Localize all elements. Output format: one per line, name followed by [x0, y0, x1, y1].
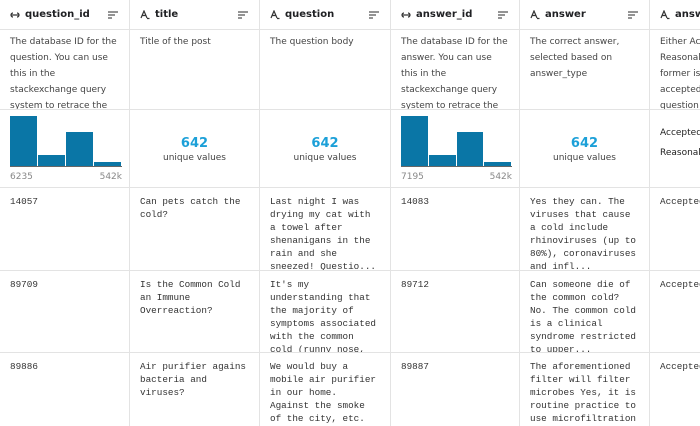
- unique-label: unique values: [163, 153, 226, 163]
- type-icon: [140, 9, 150, 19]
- table-cell: 89886: [0, 353, 129, 426]
- column: answer_ Either Acce Reasonable former is d a…: [650, 0, 700, 426]
- table-cell: 14083: [391, 188, 519, 271]
- sort-icon[interactable]: [627, 10, 639, 20]
- column-description: Title of the post: [130, 30, 259, 110]
- table-cell: Air purifier agains bacteria and viruses…: [130, 353, 259, 426]
- column-description: The database ID for the answer. You can …: [391, 30, 519, 110]
- value-item: Reasonable: [660, 148, 700, 158]
- column: answer_id The database ID for the answer.…: [391, 0, 520, 426]
- description-text: The question body: [270, 37, 354, 47]
- description-line: Reasonable: [660, 53, 700, 63]
- column-stats: 7195 542k: [391, 110, 519, 188]
- table-cell: 14057: [0, 188, 129, 271]
- histogram-bar: [10, 116, 37, 166]
- table-cell: It's my understanding that the majority …: [260, 271, 390, 353]
- description-line: Either Acce: [660, 37, 700, 47]
- table-cell: Can pets catch the cold?: [130, 188, 259, 271]
- column-stats: 642 unique values: [130, 110, 259, 188]
- type-icon: [530, 9, 540, 19]
- column: question The question body 642 unique value…: [260, 0, 391, 426]
- column-name: answer_id: [416, 9, 473, 20]
- column: title Title of the post 642 unique values Ca…: [130, 0, 260, 426]
- column-name: question_id: [25, 9, 90, 20]
- column: answer The correct answer, selected based…: [520, 0, 650, 426]
- description-text: Title of the post: [140, 37, 211, 47]
- table-cell: Accepted: [650, 271, 700, 353]
- histogram-bar: [428, 155, 456, 166]
- histogram-bar: [38, 155, 65, 166]
- histogram: [10, 116, 122, 167]
- column-header: answer_: [650, 0, 700, 30]
- column-header: question_id: [0, 0, 129, 30]
- column-description: The database ID for the question. You ca…: [0, 30, 129, 110]
- table-cell: We would buy a mobile air purifier in ou…: [260, 353, 390, 426]
- sort-icon[interactable]: [497, 10, 509, 20]
- sort-icon[interactable]: [368, 10, 380, 20]
- column-header: question: [260, 0, 390, 30]
- table-cell: Last night I was drying my cat with a to…: [260, 188, 390, 271]
- table-cell: The aforementioned filter will filter mi…: [520, 353, 649, 426]
- description-text: The database ID for the answer. You can …: [401, 37, 508, 110]
- range-max: 542k: [99, 172, 122, 182]
- type-icon: [270, 9, 280, 19]
- table-cell: 89709: [0, 271, 129, 353]
- description-line: question an: [660, 101, 700, 110]
- column-name: title: [155, 9, 179, 20]
- column-name: question: [285, 9, 335, 20]
- unique-label: unique values: [553, 153, 616, 163]
- unique-label: unique values: [293, 153, 357, 163]
- histogram: [401, 116, 512, 167]
- description-text: The database ID for the question. You ca…: [10, 37, 117, 110]
- value-item: Accepted: [660, 128, 700, 138]
- range-max: 542k: [489, 172, 512, 182]
- histogram-bar: [456, 132, 484, 166]
- column-header: title: [130, 0, 259, 30]
- unique-count: 642: [180, 136, 209, 151]
- description-line: accepted b: [660, 85, 700, 95]
- column-stats: Accepted Reasonable: [650, 110, 700, 188]
- histogram-range: 6235 542k: [10, 172, 122, 182]
- histogram-bar: [401, 116, 428, 166]
- sort-icon[interactable]: [237, 10, 249, 20]
- type-icon: [660, 9, 670, 19]
- type-icon: [10, 11, 20, 18]
- table-cell: 89712: [391, 271, 519, 353]
- column-description: The question body: [260, 30, 390, 110]
- range-min: 7195: [401, 172, 424, 182]
- column-header: answer_id: [391, 0, 519, 30]
- column: question_id The database ID for the quest…: [0, 0, 130, 426]
- column-name: answer: [545, 9, 586, 20]
- histogram-bar: [484, 162, 511, 166]
- table-cell: Can someone die of the common cold? No. …: [520, 271, 649, 353]
- range-min: 6235: [10, 172, 33, 182]
- table-cell: 89887: [391, 353, 519, 426]
- histogram-bar: [94, 162, 121, 166]
- unique-count: 642: [311, 136, 339, 151]
- sort-icon[interactable]: [107, 10, 119, 20]
- column-header: answer: [520, 0, 649, 30]
- description-text: The correct answer, selected based on an…: [530, 37, 620, 79]
- table-cell: Is the Common Cold an Immune Overreactio…: [130, 271, 259, 353]
- description-line: former is d: [660, 69, 700, 79]
- column-description: The correct answer, selected based on an…: [520, 30, 649, 110]
- column-description: Either Acce Reasonable former is d accepted…: [650, 30, 700, 110]
- histogram-bar: [66, 132, 93, 166]
- table-cell: Accepted: [650, 353, 700, 426]
- histogram-range: 7195 542k: [401, 172, 512, 182]
- table-cell: Yes they can. The viruses that cause a c…: [520, 188, 649, 271]
- column-stats: 642 unique values: [520, 110, 649, 188]
- column-stats: 6235 542k: [0, 110, 129, 188]
- column-stats: 642 unique values: [260, 110, 390, 188]
- type-icon: [401, 11, 411, 18]
- unique-count: 642: [570, 136, 599, 151]
- column-name: answer_: [675, 9, 700, 20]
- table-cell: Accepted: [650, 188, 700, 271]
